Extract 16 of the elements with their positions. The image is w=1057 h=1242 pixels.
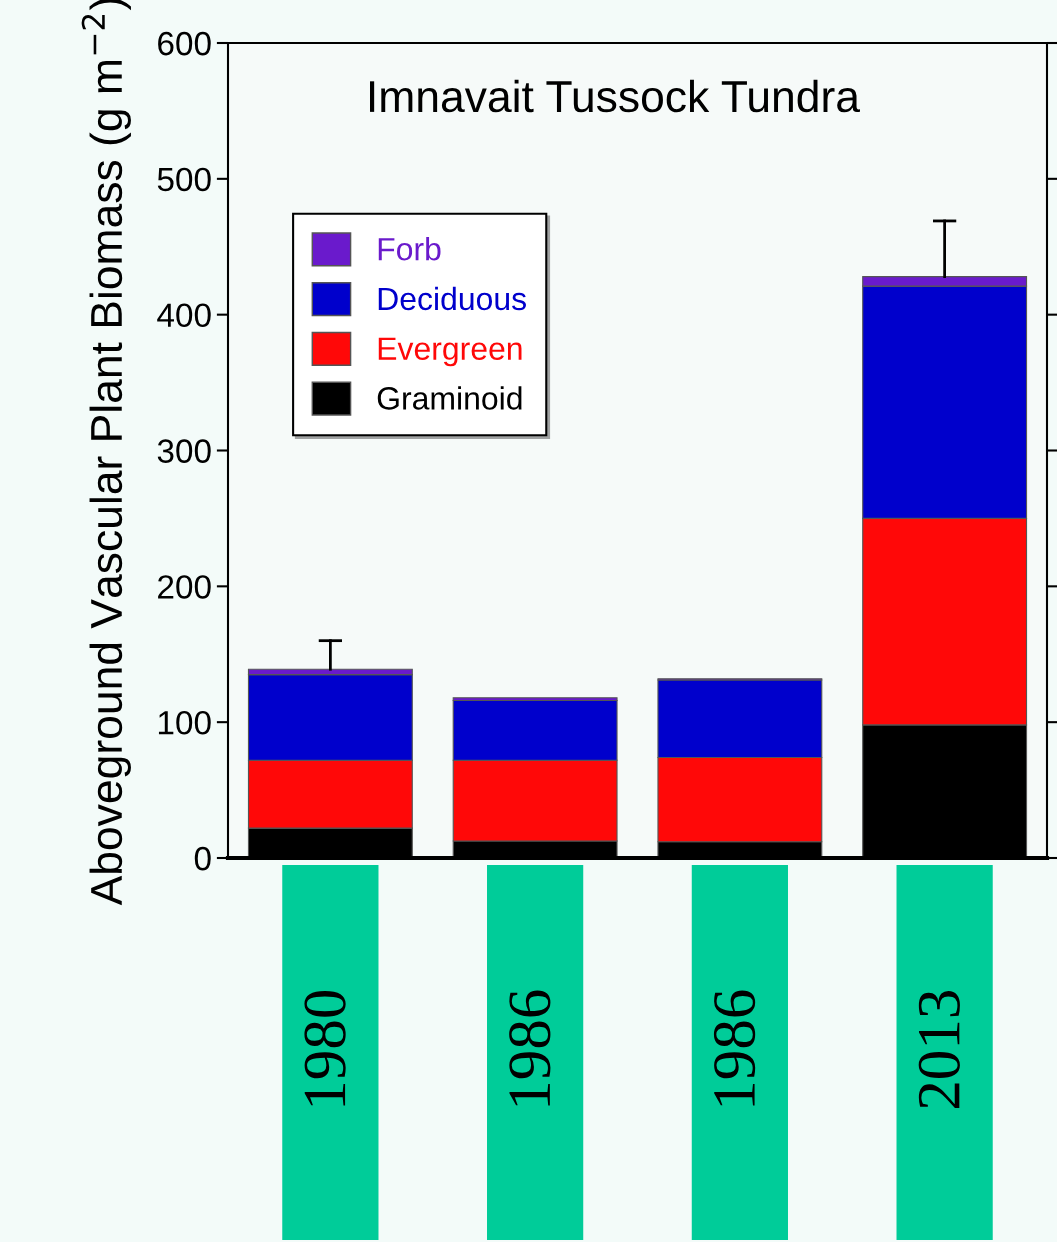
text: Imnavait Tussock Tundra (370, 79, 860, 113)
y-tick-label: 300 (157, 439, 211, 463)
legend-label: Graminoid (377, 386, 522, 410)
y-tick-label: 200 (158, 575, 211, 599)
x-tick-label: 2013 (918, 990, 960, 1109)
legend-label: Evergreen (378, 337, 522, 367)
x-tick-label: 1986 (713, 990, 756, 1106)
y-tick-label: 400 (157, 303, 211, 328)
y-tick-label: 600 (158, 31, 211, 56)
x-tick-label: 1986 (509, 990, 551, 1106)
y-tick-label: 500 (157, 167, 211, 192)
x-tick-label: 1980 (304, 990, 346, 1106)
legend-label: Deciduous (378, 286, 526, 311)
y-tick-label: 100 (158, 710, 211, 735)
y-tick-label: 0 (194, 846, 211, 871)
legend-label: Forb (378, 236, 441, 261)
